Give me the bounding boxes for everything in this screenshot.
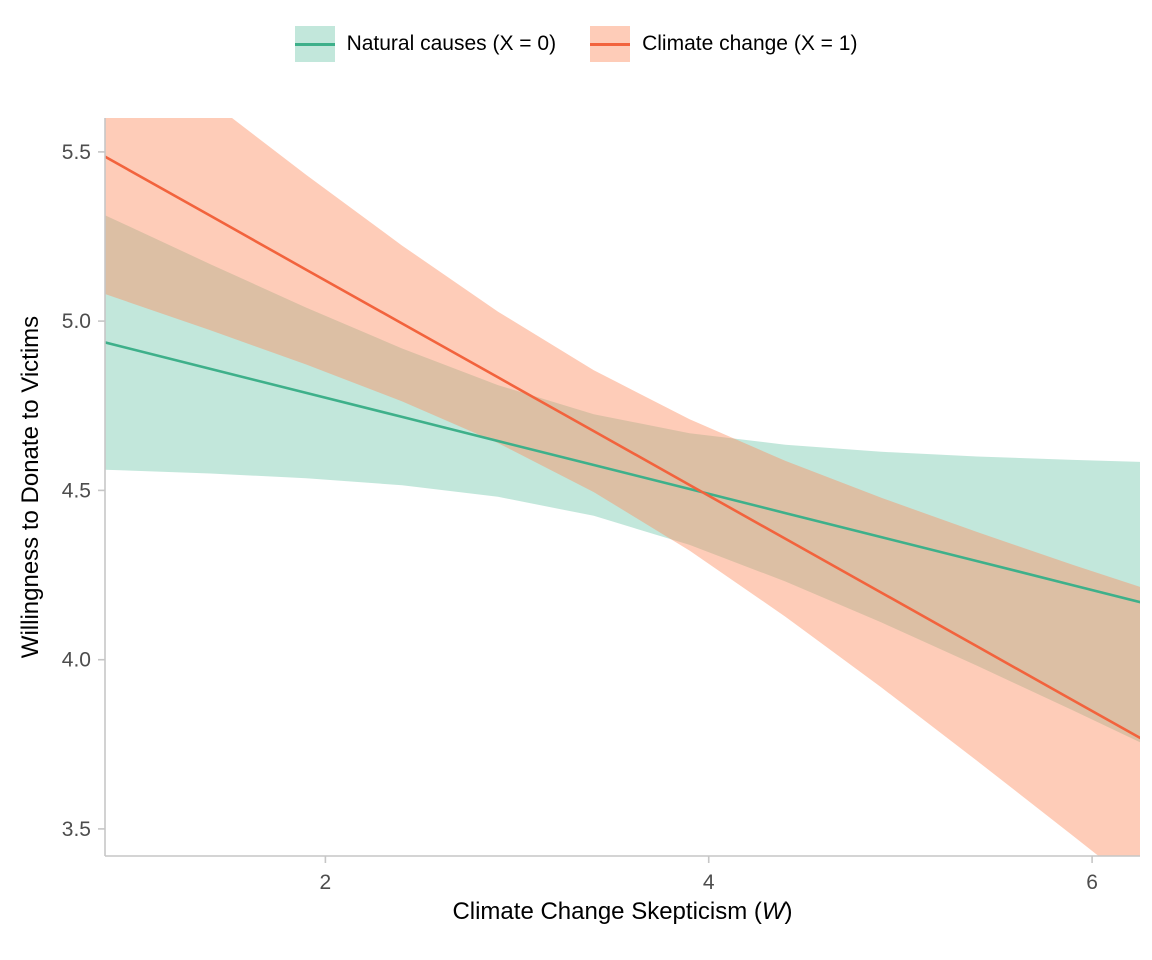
legend-key-natural-causes	[294, 26, 335, 62]
y-tick-label: 5.0	[62, 310, 91, 333]
y-tick-label: 3.5	[62, 818, 91, 841]
x-axis-title-suffix: )	[784, 898, 793, 925]
ci-band-0	[105, 215, 1140, 743]
y-tick-label: 4.5	[62, 479, 91, 502]
x-axis-title-prefix: Climate Change Skepticism (	[452, 898, 762, 925]
x-tick-label: 4	[703, 871, 715, 894]
x-axis-title: Climate Change Skepticism (W)	[105, 898, 1140, 926]
y-tick-label: 4.0	[62, 649, 91, 672]
trend-line-1	[105, 155, 1140, 740]
y-tick-label: 5.5	[62, 141, 91, 164]
x-tick-label: 6	[1086, 871, 1098, 894]
legend-key-climate-change	[590, 26, 631, 62]
legend-item-climate-change: Climate change (X = 1)	[590, 26, 857, 62]
legend-line-sample-green	[294, 42, 335, 46]
legend-label-climate-change: Climate change (X = 1)	[642, 32, 858, 55]
legend-item-natural-causes: Natural causes (X = 0)	[294, 26, 557, 62]
y-axis-title: Willingness to Donate to Victims	[17, 315, 44, 659]
x-axis-title-variable: W	[761, 898, 785, 925]
x-tick-label: 2	[320, 871, 332, 894]
trend-line-0	[105, 341, 1140, 604]
legend: Natural causes (X = 0) Climate change (X…	[0, 26, 1152, 62]
legend-label-natural-causes: Natural causes (X = 0)	[346, 32, 557, 55]
legend-line-sample-orange	[590, 42, 631, 46]
